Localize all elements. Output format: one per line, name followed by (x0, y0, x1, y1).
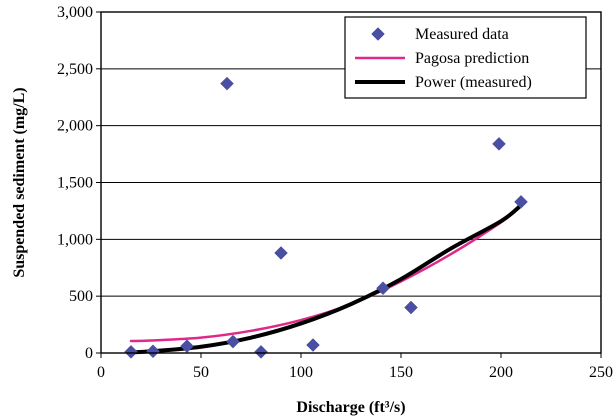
data-point-marker (146, 344, 160, 359)
legend-marker-measured-data (371, 27, 385, 41)
y-tick-label: 2,000 (57, 118, 93, 135)
series-layer (124, 76, 528, 359)
legend-label: Measured data (415, 26, 509, 43)
y-tick-label: 0 (85, 345, 93, 362)
data-point-marker (306, 338, 320, 352)
legend: Measured data Pagosa prediction Power (mea… (344, 16, 587, 99)
x-tick-label: 100 (289, 364, 313, 381)
data-point-marker (376, 281, 390, 296)
legend-label: Power (measured) (415, 74, 532, 91)
y-tick-label: 500 (69, 288, 93, 305)
y-tick-label: 3,000 (57, 4, 93, 21)
legend-label: Pagosa prediction (415, 50, 529, 67)
data-point-marker (226, 334, 240, 349)
data-point-marker (274, 246, 288, 260)
legend-box (344, 16, 587, 99)
data-point-marker (124, 345, 138, 359)
y-tick-label: 1,500 (57, 175, 93, 192)
y-axis-title: Suspended sediment (mg/L) (11, 87, 28, 277)
data-point-marker (220, 76, 234, 91)
x-tick-label: 150 (389, 364, 413, 381)
series-line-power-measured (129, 203, 523, 355)
series-line-pagosa-prediction (129, 205, 523, 343)
x-tick-label: 200 (489, 364, 513, 381)
data-point-marker (492, 136, 506, 151)
x-tick-label: 0 (97, 364, 105, 381)
x-axis-title: Discharge (ft³/s) (296, 399, 405, 416)
axes: 0 500 1,000 1,500 2,000 2,500 3,000 0 50 100 150 20… (57, 4, 613, 381)
gridlines (101, 68, 601, 297)
y-tick-label: 2,500 (57, 61, 93, 78)
y-tick-label: 1,000 (57, 231, 93, 248)
data-point-marker (254, 345, 268, 359)
x-tick-label: 250 (589, 364, 613, 381)
data-point-marker (404, 300, 418, 315)
data-point-marker (514, 194, 528, 209)
x-tick-label: 50 (193, 364, 209, 381)
